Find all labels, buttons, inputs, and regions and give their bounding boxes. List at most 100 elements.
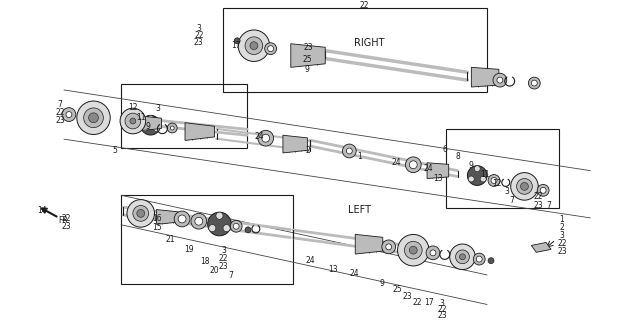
Text: 7: 7 [57, 100, 62, 109]
Circle shape [346, 148, 352, 154]
Circle shape [511, 172, 538, 200]
Text: 22: 22 [56, 108, 65, 117]
Circle shape [133, 205, 149, 221]
Polygon shape [291, 44, 325, 67]
Text: 24: 24 [349, 269, 359, 278]
Text: 17: 17 [231, 41, 241, 50]
Bar [223, 8, 487, 92]
Circle shape [488, 258, 494, 264]
Text: 19: 19 [184, 245, 194, 254]
Text: 7: 7 [509, 196, 514, 205]
Text: 6: 6 [442, 145, 447, 154]
Circle shape [265, 43, 276, 54]
Polygon shape [427, 163, 449, 179]
Bar [121, 84, 247, 148]
Text: 13: 13 [433, 174, 442, 183]
Circle shape [268, 46, 273, 52]
Circle shape [460, 254, 465, 260]
Text: 8: 8 [455, 152, 460, 161]
Circle shape [516, 179, 532, 194]
Text: 15: 15 [152, 223, 162, 232]
Circle shape [480, 176, 486, 182]
Circle shape [405, 157, 421, 172]
Circle shape [491, 178, 497, 183]
Text: 24: 24 [423, 164, 433, 173]
Circle shape [208, 212, 231, 236]
Circle shape [455, 250, 470, 264]
Text: 23: 23 [56, 116, 65, 125]
Circle shape [404, 241, 422, 259]
Text: 18: 18 [200, 257, 209, 266]
Circle shape [521, 182, 528, 190]
Text: 16: 16 [152, 214, 162, 223]
Circle shape [528, 77, 540, 89]
Circle shape [62, 108, 76, 122]
Circle shape [409, 161, 417, 169]
Circle shape [147, 115, 154, 121]
Text: 24: 24 [392, 158, 402, 167]
Circle shape [223, 225, 230, 232]
Text: 3: 3 [221, 246, 226, 255]
Text: 11: 11 [481, 170, 490, 179]
Circle shape [476, 256, 482, 262]
Circle shape [195, 217, 203, 225]
Circle shape [66, 112, 72, 117]
Circle shape [154, 126, 160, 132]
Polygon shape [531, 243, 551, 252]
Text: 2: 2 [305, 147, 310, 156]
Circle shape [386, 244, 392, 250]
Circle shape [142, 126, 147, 132]
Circle shape [473, 253, 485, 265]
Text: 25: 25 [393, 285, 402, 294]
Text: 22: 22 [534, 192, 543, 201]
Text: 9: 9 [305, 65, 310, 74]
Circle shape [137, 210, 144, 217]
Circle shape [342, 144, 356, 158]
Text: 22: 22 [218, 254, 228, 263]
Polygon shape [185, 123, 215, 140]
Text: 23: 23 [437, 311, 447, 320]
Circle shape [233, 223, 239, 229]
Text: 23: 23 [218, 261, 228, 271]
Circle shape [540, 188, 546, 193]
Circle shape [174, 211, 190, 227]
Text: 23: 23 [402, 292, 412, 301]
Circle shape [130, 118, 136, 124]
Circle shape [170, 126, 174, 130]
Circle shape [468, 166, 487, 185]
Text: 21: 21 [165, 235, 175, 244]
Circle shape [426, 246, 440, 260]
Circle shape [382, 240, 395, 254]
Circle shape [397, 235, 429, 266]
Circle shape [167, 123, 177, 133]
Text: 24: 24 [254, 132, 263, 141]
Circle shape [234, 38, 240, 44]
Text: 1: 1 [560, 215, 564, 224]
Polygon shape [283, 135, 307, 153]
Text: 14: 14 [38, 206, 47, 215]
Circle shape [262, 134, 270, 142]
Text: 23: 23 [303, 43, 313, 52]
Circle shape [430, 250, 436, 256]
Text: 1: 1 [357, 152, 362, 161]
Text: 23: 23 [61, 222, 71, 231]
Circle shape [120, 108, 146, 134]
Circle shape [132, 118, 138, 124]
Circle shape [245, 37, 263, 54]
Text: 3: 3 [504, 187, 509, 196]
Bar [121, 195, 293, 284]
Text: LEFT: LEFT [347, 205, 371, 215]
Circle shape [216, 212, 223, 219]
Circle shape [258, 130, 273, 146]
Circle shape [128, 114, 142, 128]
Text: 13: 13 [328, 265, 337, 274]
Text: 22: 22 [61, 214, 71, 223]
Text: 25: 25 [302, 55, 312, 64]
Circle shape [468, 176, 474, 182]
Circle shape [125, 113, 141, 129]
Circle shape [250, 42, 258, 50]
Bar [445, 129, 559, 208]
Circle shape [409, 246, 417, 254]
Circle shape [84, 108, 104, 128]
Text: FR.: FR. [58, 216, 70, 225]
